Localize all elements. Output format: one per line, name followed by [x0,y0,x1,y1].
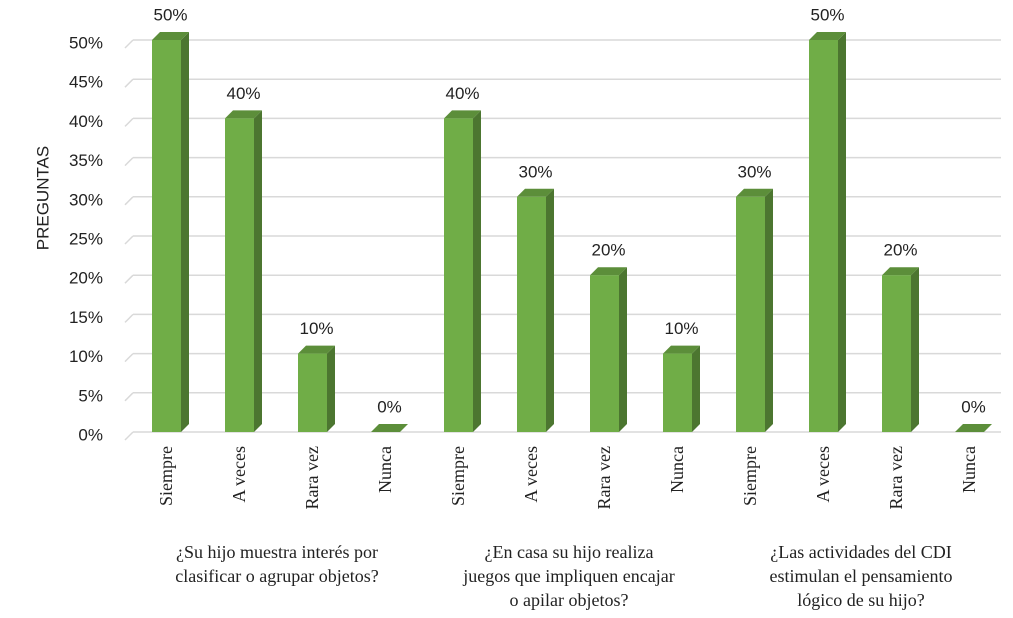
bar-side [546,188,554,432]
x-tick-label: A veces [229,446,249,502]
grid-line-depth [124,431,134,441]
bar-top [590,267,627,276]
bar-side [765,188,773,432]
bar [517,196,546,432]
grid-line-depth [124,313,134,323]
group-label: ¿Las actividades del CDI [770,542,951,562]
x-tick-label: Siempre [740,446,760,506]
grid-line-depth [124,78,134,88]
y-tick-label: 40% [69,112,103,131]
y-tick-label: 20% [69,269,103,288]
x-tick-label: A veces [521,446,541,502]
bar-top [152,32,189,40]
value-label: 40% [445,84,479,103]
grid-line-depth [124,157,134,167]
group-label: juegos que impliquen encajar [462,566,674,586]
value-label: 20% [591,241,625,260]
y-tick-label: 30% [69,190,103,209]
bar [809,40,838,432]
value-label: 40% [226,84,260,103]
bar-side [911,267,919,432]
x-tick-label: Nunca [667,446,687,493]
y-axis-label: PREGUNTAS [33,146,52,251]
bar [225,118,254,433]
y-tick-label: 15% [69,308,103,327]
x-tick-label: Rara vez [302,446,322,509]
bar [298,353,327,432]
value-label: 30% [518,162,552,181]
bar-top [371,424,408,432]
bar-top [517,188,554,197]
bar [152,40,181,432]
value-label: 50% [810,5,844,24]
grid-line-depth [124,235,134,245]
bar-top [882,267,919,276]
bar-top [663,345,700,354]
grid-line-depth [124,392,134,402]
bar-top [298,345,335,354]
y-tick-label: 0% [78,425,103,444]
bar-side [327,345,335,432]
bar-side [254,110,262,433]
group-label: o apilar objetos? [510,590,629,610]
bar-side [473,110,481,433]
x-tick-label: Nunca [375,446,395,493]
bar [663,353,692,432]
bar-side [692,345,700,432]
x-tick-label: Rara vez [594,446,614,509]
bar-side [838,32,846,432]
bar-top [809,32,846,40]
y-tick-label: 10% [69,347,103,366]
y-tick-label: 50% [69,33,103,52]
bar-side [181,32,189,432]
x-tick-label: Siempre [156,446,176,506]
bar-side [619,267,627,432]
y-tick-label: 5% [78,386,103,405]
bar-top [444,110,481,119]
y-tick-label: 25% [69,229,103,248]
group-label: clasificar o agrupar objetos? [175,566,378,586]
bar [882,275,911,432]
bar [736,196,765,432]
x-tick-label: A veces [813,446,833,502]
grid-line-depth [124,353,134,363]
bar [444,118,473,433]
bar-top [225,110,262,119]
y-tick-label: 35% [69,151,103,170]
group-label: estimulan el pensamiento [770,566,953,586]
x-tick-label: Rara vez [886,446,906,509]
value-label: 10% [299,319,333,338]
group-label: ¿Su hijo muestra interés por [176,542,378,562]
value-label: 10% [664,319,698,338]
bar [590,275,619,432]
value-label: 20% [883,241,917,260]
value-label: 0% [377,397,402,416]
x-tick-label: Siempre [448,446,468,506]
value-label: 0% [961,397,986,416]
grid-line-depth [124,39,134,49]
grid-line-depth [124,196,134,206]
x-tick-label: Nunca [959,446,979,493]
value-label: 50% [153,5,187,24]
group-label: lógico de su hijo? [797,590,924,610]
value-label: 30% [737,162,771,181]
y-tick-label: 45% [69,73,103,92]
group-label: ¿En casa su hijo realiza [485,542,654,562]
grid-line-depth [124,117,134,127]
grid-line-depth [124,274,134,284]
bar-top [955,424,992,432]
bar-top [736,188,773,197]
